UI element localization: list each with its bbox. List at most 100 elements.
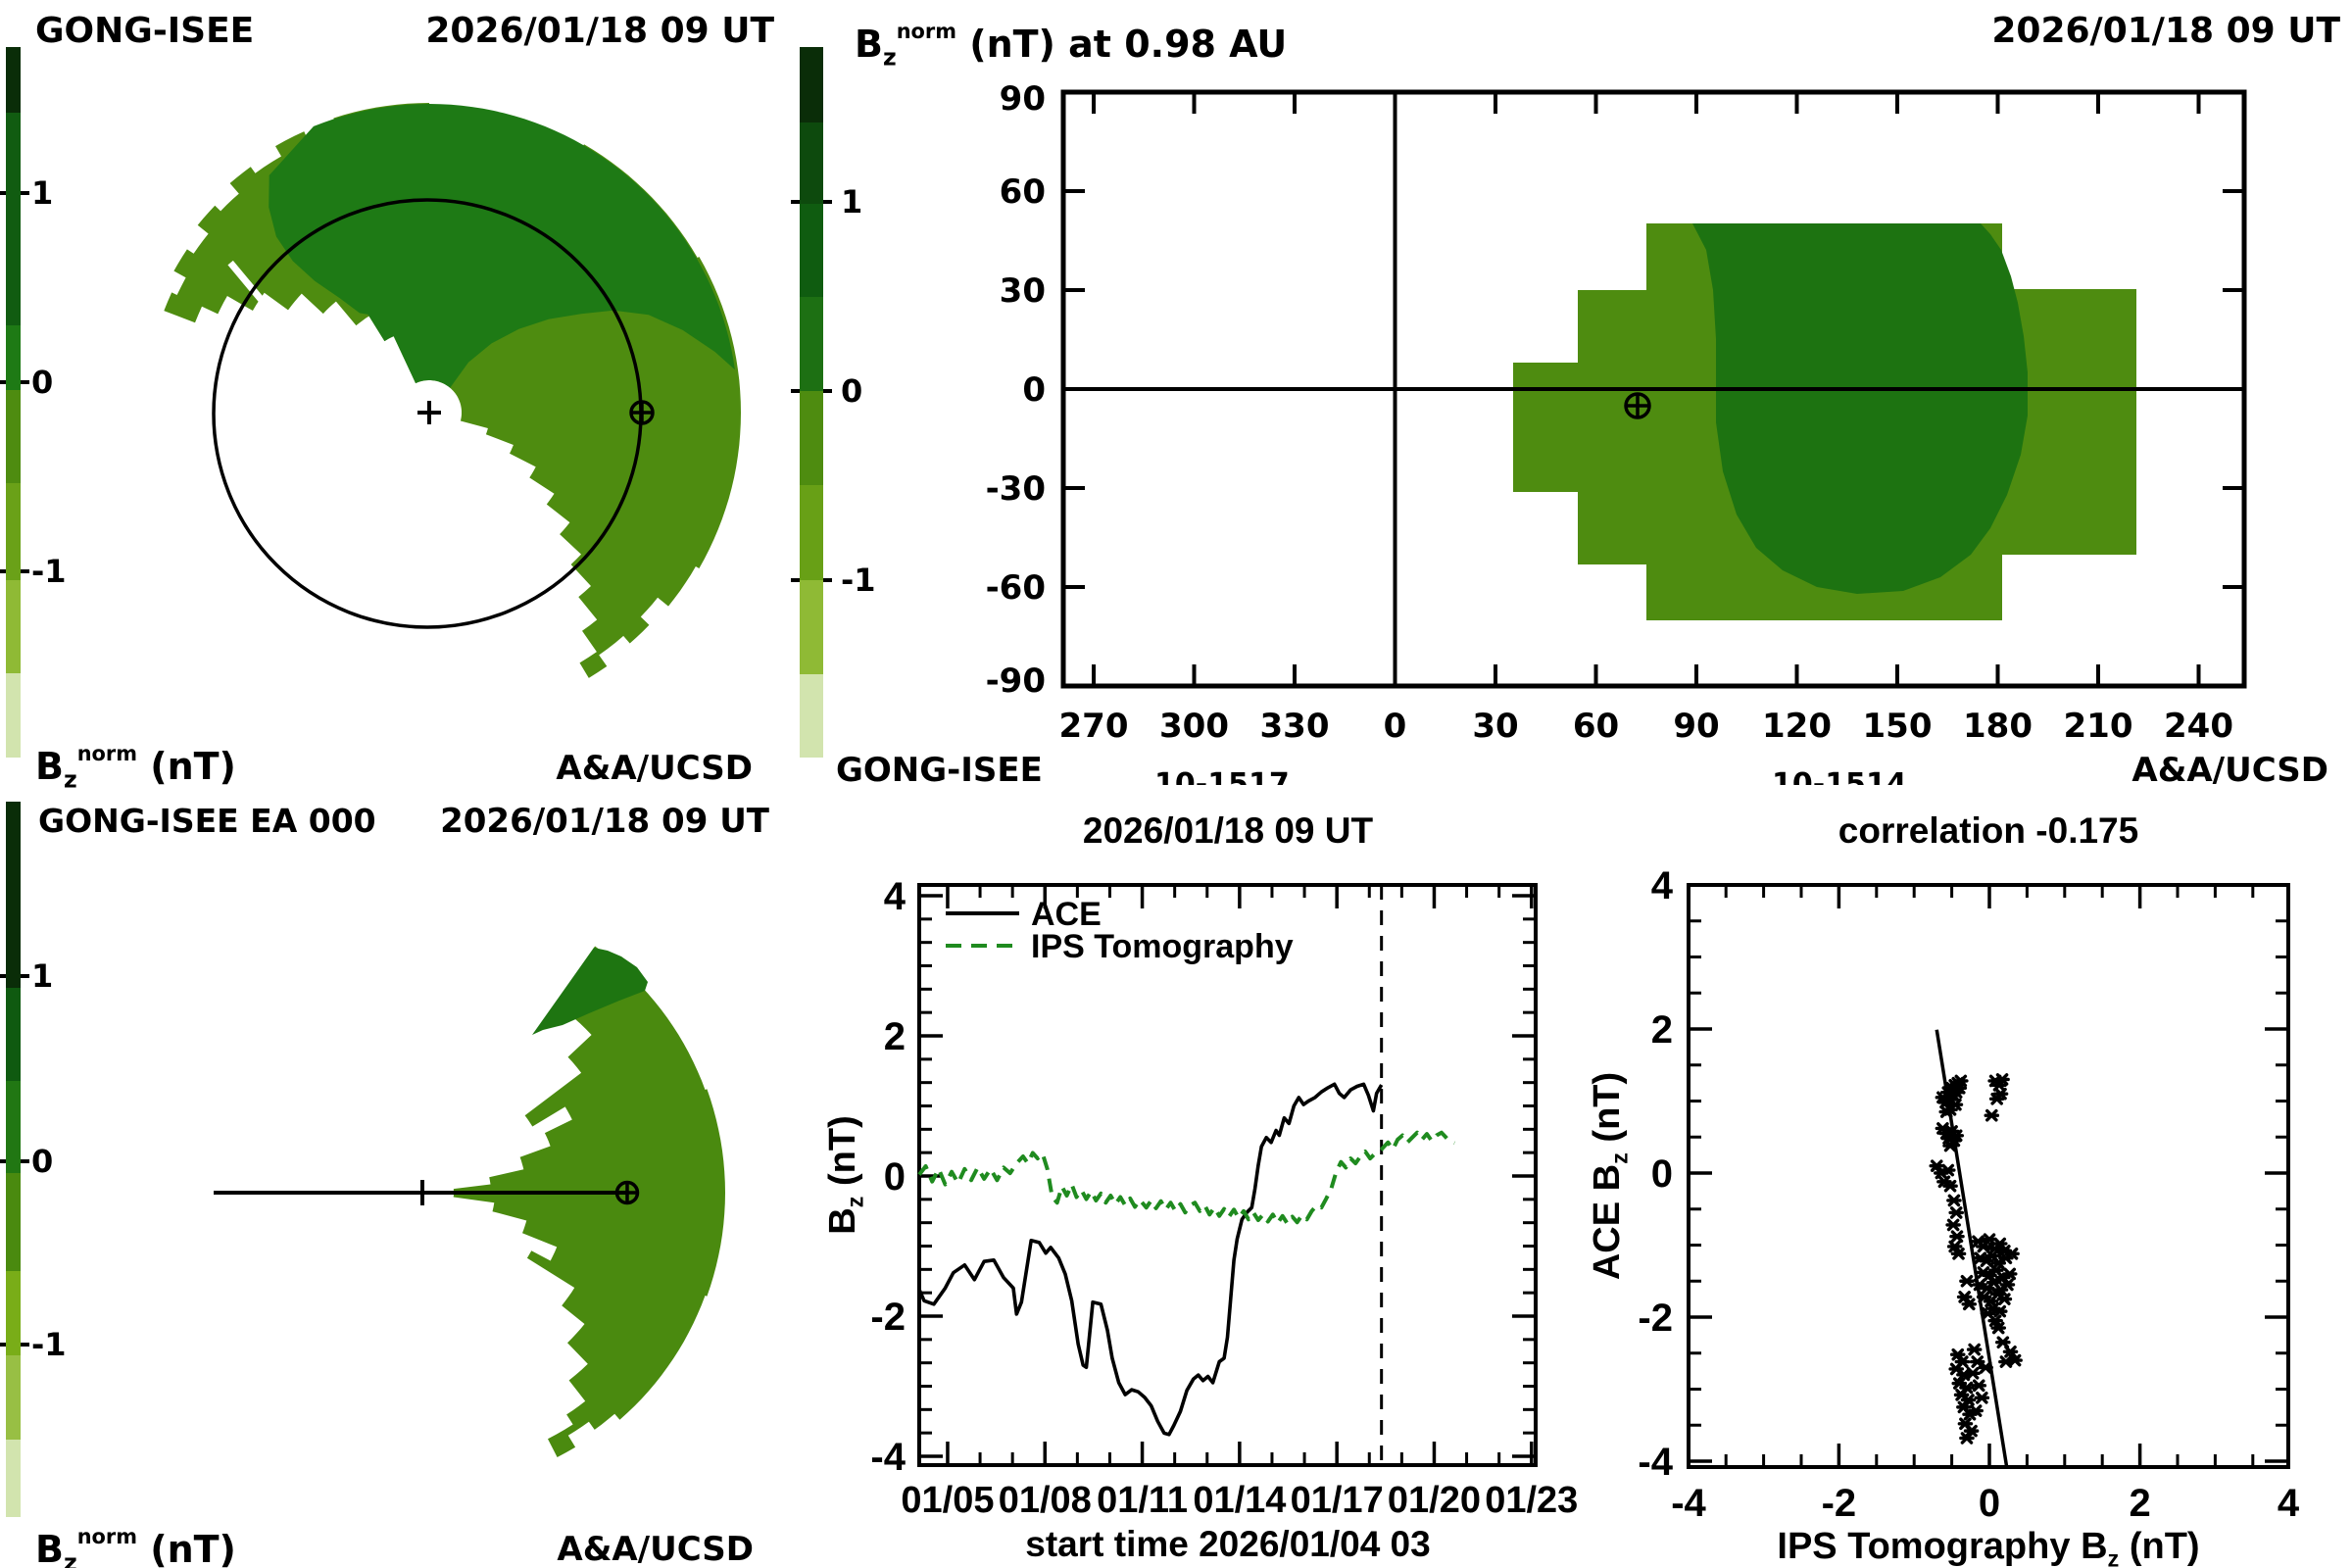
scatter-point (1966, 1343, 1983, 1356)
panel-a-bz-units-part: norm (77, 742, 137, 765)
colorbar-tick-label: 0 (31, 1143, 53, 1180)
scatter-point (2004, 1248, 2020, 1260)
scatter-point (1929, 1159, 1945, 1172)
earth-symbol-sky (1624, 392, 1651, 419)
panel-c-bz-units-part: norm (77, 1525, 137, 1548)
lon-tick-label: 210 (2064, 707, 2133, 746)
colorbar-tick-label: 1 (31, 957, 53, 995)
panel-b-title-text-part: z (883, 43, 897, 71)
colorbar-segment-5 (800, 485, 823, 580)
timeseries-title: 2026/01/18 09 UT (1083, 810, 1374, 851)
panel-b-datetime: 2026/01/18 09 UT (1991, 11, 2340, 51)
scatter-point (1946, 1240, 1963, 1253)
scatter-point (1999, 1278, 2016, 1292)
scatter-point (1942, 1139, 1958, 1152)
panel-b-title: Bznorm (nT) at 0.98 AU (855, 20, 1287, 71)
legend-ips-label: IPS Tomography (1031, 928, 1294, 965)
fan-contour-map (214, 946, 725, 1457)
lat-tick-label: 30 (1000, 271, 1046, 311)
earth-symbol-cross (631, 402, 653, 423)
panel-b-title-text-part: norm (897, 20, 956, 43)
wedge-dark-green-region (269, 104, 735, 388)
lon-tick-label: 300 (1159, 707, 1229, 746)
y-tick-label: 0 (884, 1155, 906, 1199)
scatter-xlabel-text-part: IPS Tomography (1777, 1526, 2081, 1567)
scatter-point (1949, 1230, 1965, 1243)
panel-a-bz-label: Bznorm (nT) (35, 742, 236, 793)
scatter-point (1984, 1108, 2000, 1122)
legend-ace-label: ACE (1031, 896, 1102, 933)
scatter-point (1961, 1298, 1978, 1311)
colorbar-segment-4 (6, 483, 21, 580)
ips-tomography-curve (917, 1130, 1456, 1226)
scatter-point (1938, 1105, 1955, 1118)
scatter-point (1978, 1361, 1993, 1374)
panel-a-bz-units: Bznorm (nT) (35, 742, 236, 793)
timeseries-frame (917, 883, 1538, 1467)
scatter-point (1982, 1233, 1997, 1246)
x-tick-label: -2 (1822, 1482, 1857, 1525)
clipped-text-fragments: 10-1517 10-1514 (1154, 767, 1907, 785)
timeseries-ylabel-text: Bz (nT) (822, 1115, 867, 1235)
colorbar-segment-3 (6, 1173, 21, 1271)
panel-timeseries: 2026/01/18 09 UT 420-2-401/05 01/08 01/11 0… (822, 810, 1578, 1564)
timeseries-ylabel: Bz (nT) (822, 1115, 867, 1235)
panel-a-credit: A&A/UCSD (556, 749, 753, 788)
scatter-point (1968, 1404, 1984, 1417)
panel-b-colorbar: 1 0 -1 (791, 47, 876, 758)
lon-tick-label: 30 (1472, 707, 1518, 746)
x-tick-label: 0 (1979, 1482, 2000, 1525)
colorbar-segment-1 (6, 988, 21, 1081)
panel-a-title: GONG-ISEE (35, 11, 254, 51)
lon-tick-label: 60 (1573, 707, 1619, 746)
panel-c-datetime: 2026/01/18 09 UT (440, 802, 770, 841)
colorbar-tick-label: 0 (31, 364, 53, 401)
scatter-point (1939, 1163, 1956, 1177)
lon-tick-label: 0 (1384, 707, 1407, 746)
timeseries-ylabel-text-part: z (842, 1197, 867, 1208)
timeseries-xlabel: start time 2026/01/04 03 (1025, 1524, 1430, 1564)
scatter-ylabel: ACE Bz (nT) (1587, 1072, 1632, 1280)
colorbar-segment-0 (800, 47, 823, 122)
panel-a-datetime: 2026/01/18 09 UT (425, 11, 774, 51)
x-tick-label: 01/11 (1097, 1480, 1188, 1521)
y-tick-label: 2 (1651, 1008, 1673, 1052)
x-tick-label: -4 (1671, 1482, 1706, 1525)
lat-tick-label: 0 (1022, 370, 1046, 410)
colorbar-segment-3 (800, 297, 823, 391)
scatter-point (1963, 1424, 1980, 1438)
panel-fan-map: GONG-ISEE EA 000 2026/01/18 09 UT 1 0 -1 B… (0, 802, 770, 1568)
scatter-point (1995, 1336, 2011, 1349)
lon-tick-label: 150 (1863, 707, 1933, 746)
panel-c-bz-units-part: z (64, 1548, 77, 1568)
panel-b-title-text-part: B (855, 23, 883, 66)
panel-c-credit: A&A/UCSD (557, 1530, 754, 1568)
colorbar-segment-1 (800, 122, 823, 204)
y-tick-label: -4 (1638, 1441, 1673, 1484)
colorbar-segment-2 (6, 325, 21, 390)
scatter-ylabel-group: ACE Bz (nT) (1587, 1072, 1632, 1280)
scatter-xlabel-text-part: (nT) (2119, 1526, 2199, 1567)
panel-b-title-text-part: (nT) at 0.98 AU (956, 23, 1287, 66)
scatter-point (1971, 1379, 1987, 1393)
scatter-point (1991, 1304, 2008, 1318)
sun-plus-symbol (417, 401, 441, 424)
scatter-point (1974, 1392, 1990, 1404)
colorbar-tick-label: 0 (841, 372, 862, 410)
scatter-point (1960, 1394, 1977, 1406)
colorbar-segment-0 (6, 47, 21, 113)
lat-tick-label: -90 (986, 662, 1046, 701)
lon-tick-label: 120 (1762, 707, 1832, 746)
y-tick-label: 2 (884, 1015, 906, 1058)
scatter-point (2001, 1267, 2018, 1281)
scatter-title: correlation -0.175 (1838, 810, 2138, 851)
x-tick-label: 01/05 (901, 1480, 994, 1521)
panel-c-colorbar: 1 0 -1 (0, 802, 67, 1517)
timeseries-ylabel-group: Bz (nT) (822, 1115, 867, 1235)
scatter-xlabel-text-part: B (2081, 1526, 2107, 1567)
sky-contour-map: 270 300 330 0 30 60 90 120 150 180 210 2409060300-3… (986, 79, 2247, 746)
scatter-ylabel-text-part: (nT) (1587, 1072, 1628, 1152)
colorbar-tick-label: -1 (841, 562, 876, 599)
ecliptic-contour-map (164, 103, 742, 678)
